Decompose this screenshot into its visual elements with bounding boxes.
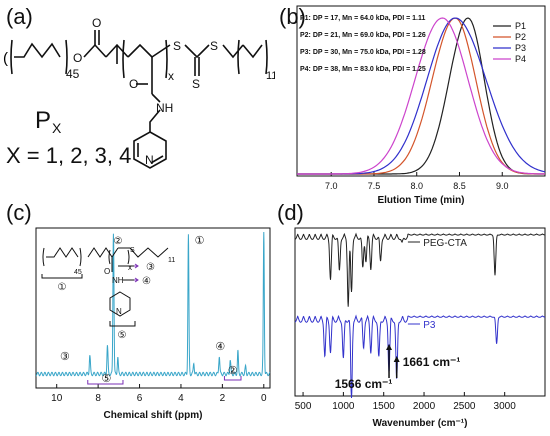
x-tick-label: 2500 [453,401,476,412]
peak-label: ① [195,235,205,247]
inset-mark-4: ④ [142,276,151,287]
x-tick-label: 7.5 [368,181,381,191]
polymer-name: P [35,107,51,134]
x-tick-label: 1500 [373,401,396,412]
amide-nh: NH [156,101,173,115]
panel-d: (d) 500 1000 1500 2000 2500 3000 Wavenumber (c… [275,200,550,436]
ir-spectrum-p3 [294,314,545,399]
panel-label-a: (a) [6,4,33,29]
inset-mark-5: ⑤ [118,330,127,341]
inset-mark-1: ① [58,282,67,293]
x-tick-label: 10 [51,393,63,404]
ftir-chart: 500 1000 1500 2000 2500 3000 Wavenumber (cm⁻¹)… [294,227,546,429]
annotation-2: P2: DP = 21, Mn = 69.0 kDa, PDI = 1.26 [300,32,426,39]
gpc-chart: 7.0 7.5 8.0 8.5 9.0 Elution Time (min) P1: DP … [296,5,546,206]
series-line-p4 [297,17,545,175]
bracket-2 [223,376,242,381]
ether-oxygen: O [73,51,82,65]
peak-label: ② [228,365,238,377]
series-line-p3 [297,17,546,175]
x-tick-label: 8.5 [453,181,466,191]
peg-repeat-count: 45 [66,67,80,81]
inset-dodecyl-count: 11 [168,257,175,264]
panel-b: (b) 7.0 7.5 8.0 8.5 9.0 Elution Time (min) P1:… [275,0,550,218]
arrow-to-3-icon [134,263,139,269]
polymer-subscript: X [52,120,62,136]
arrowhead-icon [386,344,393,350]
legend-label-p4: P4 [515,54,526,64]
bracket-5 [87,380,124,385]
x-tick-label: 6 [137,393,143,404]
x-tick-label: 8.0 [410,181,423,191]
sulfur-2: S [210,39,218,53]
legend-label-p1: P1 [515,21,526,31]
inset-peg-count: 45 [74,269,82,276]
series-line-p2 [297,17,545,175]
panel-c: (c) 10 8 6 4 2 0 Chemical shift (ppm) ③ ① ④ ② ⑤ O NH N… [0,200,275,436]
plot-frame [35,227,271,389]
x-tick-label: 3000 [494,401,517,412]
series-label-peg-cta: PEG-CTA [423,238,467,249]
ir-spectrum-peg-cta [294,232,546,307]
polymer-structure: ( O 45 O x S S S 11 O NH N P X X = 1, 2,… [3,16,275,169]
arrow-to-4-icon [134,277,139,283]
inset-pyridine-nitrogen: N [116,307,122,316]
inset-nh: NH [112,276,124,285]
annotation-3: P3: DP = 30, Mn = 75.0 kDa, PDI = 1.28 [300,49,426,56]
x-tick-label: 7.0 [325,181,338,191]
annotation-4: P4: DP = 38, Mn = 83.0 kDa, PDI = 1.25 [300,66,426,73]
sulfur-3: S [192,77,200,91]
x-axis-title: Elution Time (min) [377,195,464,206]
inset-amide-oxygen: O [104,267,110,276]
inset-mark-2: ② [114,236,123,247]
peak-label: ④ [215,341,225,353]
plot-frame [296,5,546,177]
amide-oxygen: O [129,77,138,91]
annotation-1: P1: DP = 17, Mn = 64.0 kDa, PDI = 1.11 [300,15,425,22]
panel-label-d: (d) [277,200,304,225]
x-tick-label: 1000 [332,401,355,412]
series-line-p1 [297,17,545,175]
sulfur-1: S [173,39,181,53]
panel-label-b: (b) [279,4,306,29]
pyridine-nitrogen: N [145,153,154,167]
annotation-1566: 1566 cm⁻¹ [335,377,393,391]
inset-mark-3: ③ [146,262,155,273]
arrowhead-icon [393,356,400,362]
plot-frame [294,227,546,397]
ester-oxygen: O [92,16,101,30]
peak-label: ③ [60,351,70,363]
x-tick-label: 8 [95,393,101,404]
inset-x-label: x [128,263,132,272]
x-repeat-label: x [168,69,174,83]
x-axis-title: Wavenumber (cm⁻¹) [373,418,468,429]
x-tick-label: 2000 [413,401,436,412]
legend-label-p3: P3 [515,43,526,53]
legend-label-p2: P2 [515,32,526,42]
peak-label: ⑤ [101,373,111,385]
x-tick-label: 0 [261,393,267,404]
dodecyl-repeat-count: 11 [266,70,275,82]
x-tick-label: 2 [220,393,226,404]
svg-text:(: ( [3,50,8,67]
x-tick-label: 4 [178,393,184,404]
x-tick-label: 500 [295,401,312,412]
nmr-spectrum-line [35,231,271,377]
panel-a: (a) [0,0,275,200]
x-axis-title: Chemical shift (ppm) [104,410,203,421]
series-label-p3: P3 [423,320,436,331]
annotation-1661: 1661 cm⁻¹ [403,355,461,369]
inset-sulfur: S [130,247,135,254]
x-tick-label: 9.0 [496,181,509,191]
x-values: X = 1, 2, 3, 4 [6,143,131,168]
panel-label-c: (c) [6,200,32,225]
